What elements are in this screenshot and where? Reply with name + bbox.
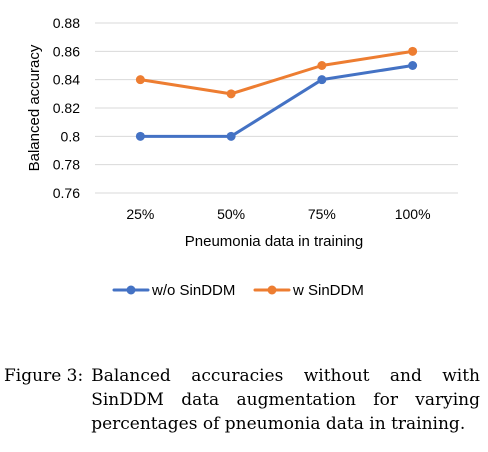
x-tick-label: 25% (126, 206, 154, 222)
series-line (138, 49, 415, 96)
data-point (317, 75, 327, 85)
y-tick-label: 0.78 (53, 157, 80, 173)
y-axis-title: Balanced accuracy (26, 44, 43, 171)
x-tick-label: 75% (308, 206, 336, 222)
y-tick-labels: 0.76 0.78 0.8 0.82 0.84 0.86 0.88 (53, 15, 80, 201)
data-point (135, 75, 145, 85)
data-point (317, 61, 327, 70)
caption-text: Balanced accuracies without and with Sin… (91, 366, 480, 434)
figure-caption: Figure 3: Balanced accuracies without an… (4, 364, 480, 436)
legend-swatch-marker (126, 285, 136, 295)
series-lines (135, 46, 418, 141)
y-tick-label: 0.8 (61, 128, 81, 144)
data-point (408, 46, 418, 56)
series-line (138, 64, 415, 138)
legend-label: w SinDDM (292, 282, 364, 299)
y-tick-label: 0.82 (53, 100, 80, 116)
y-tick-label: 0.76 (53, 185, 80, 201)
legend-swatch-marker (267, 285, 277, 295)
caption-label: Figure 3: (4, 366, 84, 386)
legend: w/o SinDDM w SinDDM (112, 282, 364, 299)
data-point (226, 89, 236, 99)
x-tick-labels: 25% 50% 75% 100% (126, 206, 430, 222)
data-point (135, 131, 145, 141)
x-tick-label: 100% (395, 206, 431, 222)
legend-label: w/o SinDDM (151, 282, 235, 299)
x-tick-label: 50% (217, 206, 245, 222)
data-point (226, 131, 236, 141)
data-point (408, 61, 418, 70)
x-axis-title: Pneumonia data in training (185, 233, 363, 250)
y-tick-label: 0.84 (53, 72, 80, 88)
y-tick-label: 0.86 (53, 43, 80, 59)
y-tick-label: 0.88 (53, 15, 80, 31)
chart: 0.76 0.78 0.8 0.82 0.84 0.86 0.88 25% 50% 75% 100… (26, 15, 458, 299)
